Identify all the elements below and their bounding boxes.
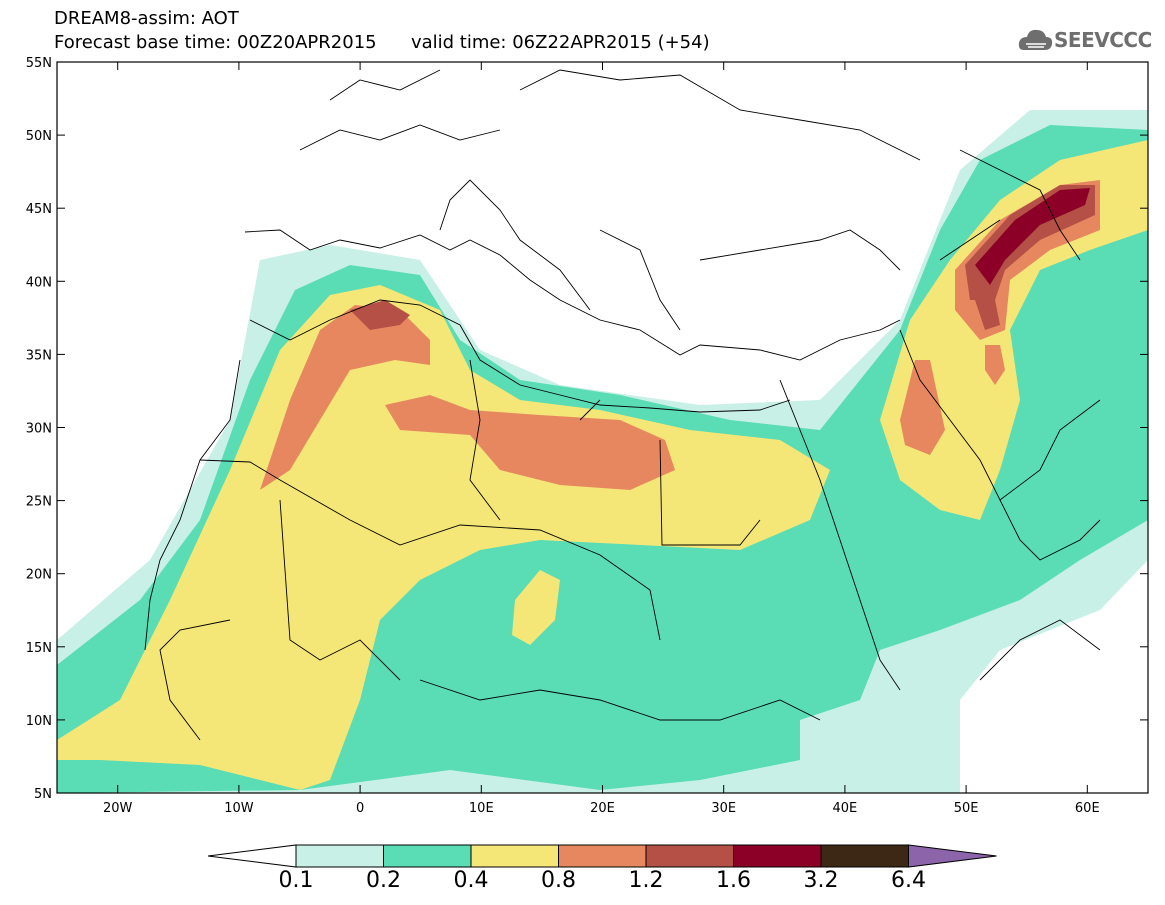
cloud-icon <box>1018 29 1053 50</box>
aot-band-1.6 <box>975 188 1090 285</box>
colorbar-level-label: 0.8 <box>541 868 576 893</box>
colorbar-min-arrow <box>207 844 297 868</box>
lat-tick-label: 10N <box>26 714 52 729</box>
colorbar-level-label: 0.4 <box>453 868 489 893</box>
colorbar-level-label: 3.2 <box>803 868 839 893</box>
colorbar-swatch <box>820 844 909 868</box>
lon-tick-label: 10E <box>469 801 494 816</box>
lat-tick-label: 15N <box>26 641 52 656</box>
aot-band-1.2-iran <box>975 300 1000 330</box>
colorbar-level-label: 0.2 <box>366 868 401 893</box>
aot-band-0.8-east <box>900 360 945 455</box>
colorbar-swatch <box>383 844 472 868</box>
coastlines-borders <box>144 69 1101 741</box>
chart-title: DREAM8-assim: AOT <box>54 8 239 29</box>
colorbar-level-label: 6.4 <box>891 868 926 893</box>
aot-band-0.8-libya <box>385 395 675 490</box>
base-time: Forecast base time: 00Z20APR2015 <box>54 32 377 53</box>
lon-tick-label: 30E <box>711 801 736 816</box>
aot-band-0.8 <box>260 305 430 490</box>
lat-tick-label: 55N <box>26 56 52 71</box>
latitude-axis: 55N 50N 45N 40N 35N 30N 25N 20N 15N 10N 5N <box>26 56 1148 802</box>
colorbar <box>207 844 997 868</box>
colorbar-level-label: 1.6 <box>716 868 751 893</box>
colorbar-swatch <box>295 844 384 868</box>
lat-tick-label: 35N <box>26 348 52 363</box>
aot-band-1.2 <box>350 300 410 330</box>
colorbar-swatch <box>733 844 822 868</box>
colorbar-level-label: 0.1 <box>278 868 314 893</box>
colorbar-level-label: 1.2 <box>628 868 664 893</box>
valid-time: valid time: 06Z22APR2015 (+54) <box>410 32 710 53</box>
colorbar-swatch <box>558 844 647 868</box>
lat-tick-label: 40N <box>26 275 52 290</box>
aot-band-0.4 <box>57 285 830 790</box>
lon-tick-label: 60E <box>1075 801 1100 816</box>
forecast-times: Forecast base time: 00Z20APR2015 valid t… <box>54 32 710 54</box>
lon-tick-label: 20E <box>590 801 615 816</box>
lat-tick-label: 45N <box>26 202 52 217</box>
colorbar-max-arrow <box>908 844 997 868</box>
aot-band-0.4-sahel <box>512 570 560 645</box>
lat-tick-label: 5N <box>34 787 52 802</box>
lon-tick-label: 40E <box>833 801 858 816</box>
colorbar-swatch <box>645 844 734 868</box>
aot-contours <box>57 110 1148 793</box>
lon-tick-label: 50E <box>954 801 979 816</box>
lon-tick-label: 0 <box>356 801 364 816</box>
longitude-axis: 20W 10W 0 10E 20E 30E 40E 50E 60E <box>103 62 1100 816</box>
seevccc-logo: SEEVCCC <box>1018 24 1158 58</box>
colorbar-swatch <box>470 844 559 868</box>
lat-tick-label: 20N <box>26 568 52 583</box>
lon-tick-label: 10W <box>224 801 254 816</box>
lat-tick-label: 25N <box>26 495 52 510</box>
lon-tick-label: 20W <box>103 801 133 816</box>
aot-band-0.8-iran <box>985 345 1005 385</box>
lat-tick-label: 50N <box>26 129 52 144</box>
logo-text: SEEVCCC <box>1054 28 1152 52</box>
lat-tick-label: 30N <box>26 422 52 437</box>
